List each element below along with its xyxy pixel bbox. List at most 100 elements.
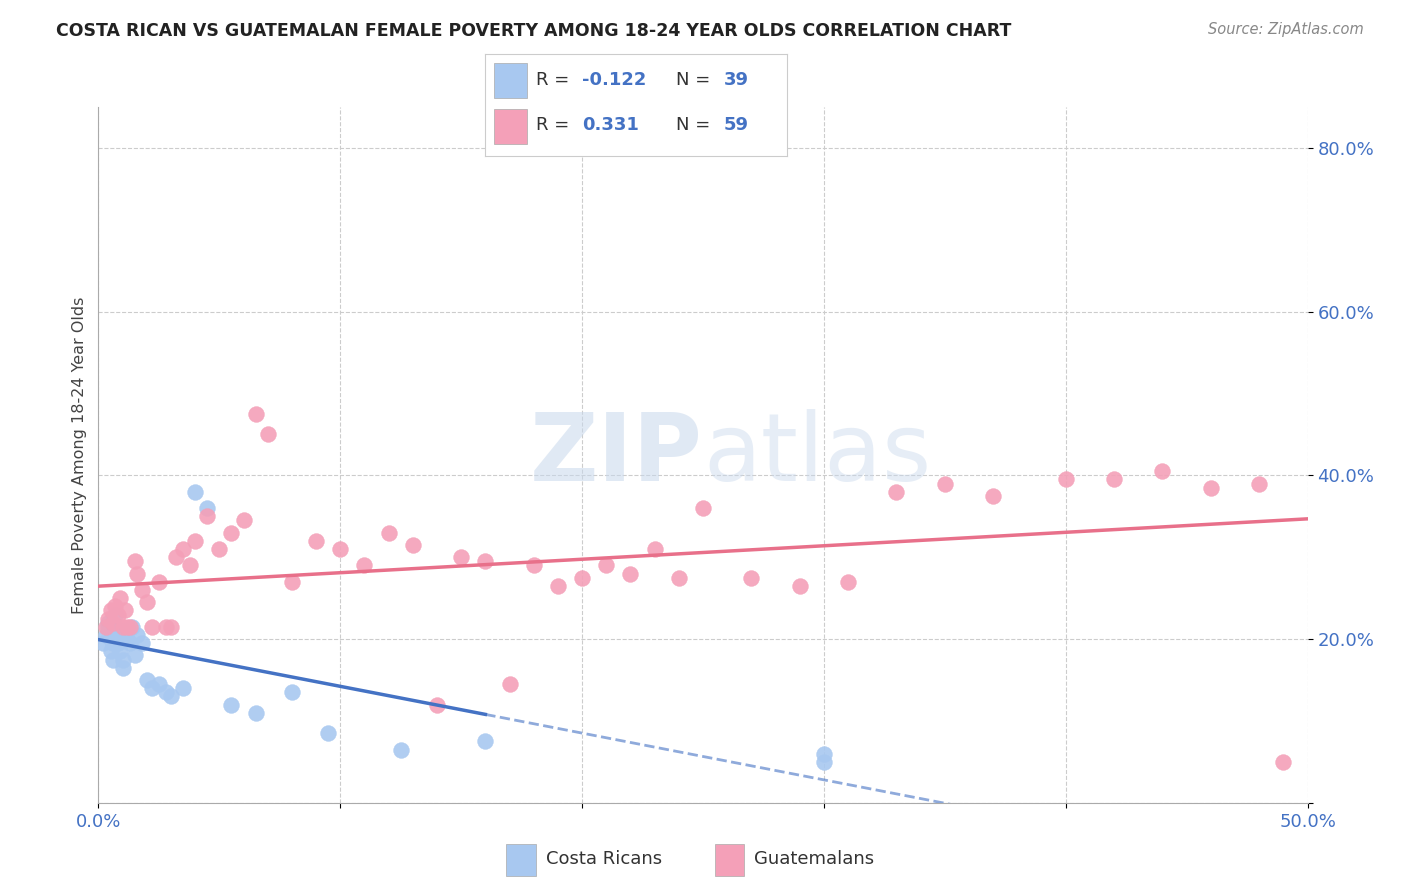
Point bbox=[104, 620, 127, 634]
Text: N =: N = bbox=[675, 71, 716, 89]
Point bbox=[124, 648, 146, 663]
Point bbox=[1272, 755, 1295, 769]
Point bbox=[813, 755, 835, 769]
Point bbox=[111, 652, 134, 666]
Point bbox=[97, 620, 120, 634]
Point bbox=[426, 698, 449, 712]
Point bbox=[668, 571, 690, 585]
Point bbox=[160, 620, 183, 634]
Point bbox=[101, 615, 124, 630]
Text: 59: 59 bbox=[724, 116, 749, 135]
Bar bbox=[506, 844, 536, 876]
Y-axis label: Female Poverty Among 18-24 Year Olds: Female Poverty Among 18-24 Year Olds bbox=[72, 296, 87, 614]
Point bbox=[934, 476, 956, 491]
Point bbox=[498, 677, 520, 691]
Point bbox=[886, 484, 908, 499]
Text: Costa Ricans: Costa Ricans bbox=[546, 849, 662, 868]
Point bbox=[450, 550, 472, 565]
Point bbox=[232, 513, 254, 527]
Point bbox=[108, 591, 131, 606]
Text: N =: N = bbox=[675, 116, 716, 135]
Bar bbox=[494, 109, 527, 144]
Point bbox=[101, 636, 124, 650]
Point bbox=[981, 489, 1004, 503]
Text: 0.331: 0.331 bbox=[582, 116, 638, 135]
Point bbox=[571, 571, 593, 585]
Point bbox=[316, 726, 339, 740]
Point bbox=[595, 558, 617, 573]
Point bbox=[148, 574, 170, 589]
Point bbox=[245, 407, 267, 421]
Point bbox=[1199, 481, 1222, 495]
Point bbox=[91, 636, 114, 650]
Point bbox=[131, 636, 153, 650]
Point bbox=[245, 706, 267, 720]
Point bbox=[111, 620, 134, 634]
Point bbox=[281, 685, 304, 699]
Point bbox=[155, 620, 177, 634]
Point bbox=[141, 681, 163, 696]
Point bbox=[107, 628, 129, 642]
Point bbox=[1054, 473, 1077, 487]
Point bbox=[94, 620, 117, 634]
Point bbox=[100, 624, 122, 638]
Point bbox=[101, 652, 124, 666]
Point bbox=[155, 685, 177, 699]
Point bbox=[117, 620, 139, 634]
Point bbox=[172, 681, 194, 696]
Point bbox=[389, 742, 412, 756]
Point bbox=[135, 595, 157, 609]
Point bbox=[1249, 476, 1271, 491]
Point bbox=[740, 571, 762, 585]
Point bbox=[124, 554, 146, 568]
Point bbox=[377, 525, 399, 540]
Point bbox=[281, 574, 304, 589]
Text: -0.122: -0.122 bbox=[582, 71, 647, 89]
Point bbox=[692, 501, 714, 516]
Point bbox=[208, 542, 231, 557]
Point bbox=[305, 533, 328, 548]
Point bbox=[104, 599, 127, 614]
Bar bbox=[714, 844, 744, 876]
Point bbox=[172, 542, 194, 557]
Text: Source: ZipAtlas.com: Source: ZipAtlas.com bbox=[1208, 22, 1364, 37]
Point bbox=[107, 636, 129, 650]
Point bbox=[195, 509, 218, 524]
Text: R =: R = bbox=[537, 71, 575, 89]
Point bbox=[108, 644, 131, 658]
Point bbox=[107, 607, 129, 622]
Point bbox=[118, 636, 141, 650]
Point bbox=[127, 628, 149, 642]
Point bbox=[353, 558, 375, 573]
Point bbox=[94, 628, 117, 642]
Point bbox=[114, 603, 136, 617]
Point bbox=[141, 620, 163, 634]
Bar bbox=[494, 62, 527, 97]
Text: 39: 39 bbox=[724, 71, 749, 89]
Point bbox=[619, 566, 641, 581]
Point bbox=[547, 579, 569, 593]
Point bbox=[100, 632, 122, 646]
Point bbox=[789, 579, 811, 593]
Point bbox=[221, 698, 243, 712]
Point bbox=[97, 615, 120, 630]
Point bbox=[114, 624, 136, 638]
Point bbox=[100, 644, 122, 658]
Point bbox=[97, 612, 120, 626]
Point bbox=[184, 484, 207, 499]
Point bbox=[148, 677, 170, 691]
Point bbox=[1102, 473, 1125, 487]
Point bbox=[523, 558, 546, 573]
Point bbox=[402, 538, 425, 552]
Text: Guatemalans: Guatemalans bbox=[754, 849, 875, 868]
Point bbox=[100, 603, 122, 617]
Point bbox=[644, 542, 666, 557]
Point bbox=[813, 747, 835, 761]
Text: ZIP: ZIP bbox=[530, 409, 703, 501]
Point bbox=[160, 690, 183, 704]
Point bbox=[474, 554, 496, 568]
Point bbox=[256, 427, 278, 442]
Point bbox=[118, 620, 141, 634]
Point bbox=[117, 632, 139, 646]
Point bbox=[837, 574, 859, 589]
